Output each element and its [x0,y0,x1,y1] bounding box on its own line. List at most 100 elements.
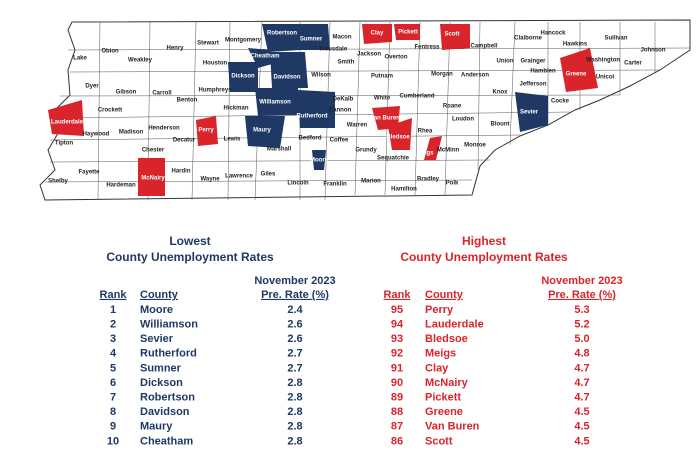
county-shape [300,24,330,50]
table-cell: 7 [110,392,116,404]
table-cell: 4.7 [574,392,589,404]
county-label: Loudon [452,117,474,123]
county-label: Coffee [330,138,349,144]
table-cell: Cheatham [140,435,193,447]
table-cell: 2.8 [287,406,302,418]
county-shape [362,24,392,44]
county-label: Blount [491,122,510,128]
county-label: Sumner [300,37,323,43]
county-label: McMinn [437,148,460,154]
county-label: Dyer [85,84,99,90]
county-label: Pickett [398,30,418,36]
tennessee-map: Lake Obion Weakley Henry Stewart Montgomery Ro… [39,19,691,201]
county-label: Fayette [78,170,100,176]
county-shape [255,88,300,116]
county-shape [248,48,272,68]
table-cell: Williamson [140,319,198,331]
county-label: Cumberland [399,94,434,100]
county-shape [388,118,412,150]
county-label: Cheatham [250,54,279,60]
highlighted-counties [48,24,598,196]
county-label: Lake [73,56,87,62]
county-label: Fentress [414,45,440,51]
county-shape [515,92,548,132]
table-cell: 4.7 [574,377,589,389]
table-cell: 6 [110,377,116,389]
table-cell: 2.8 [287,377,302,389]
county-label: Montgomery [225,38,262,44]
table-subheading: County Unemployment Rates [106,250,274,264]
county-label: Cannon [329,108,352,114]
county-label: Hamblen [530,69,556,75]
county-label: DeKalb [333,97,354,103]
column-header: Rank [100,289,128,301]
table-cell: Robertson [140,392,195,404]
table-cell: Scott [425,435,453,447]
table-cell: Van Buren [425,421,480,433]
table-cell: 10 [107,435,119,447]
county-label: Obion [101,49,119,55]
table-cell: 5.0 [574,333,589,345]
county-label: Maury [253,128,271,134]
county-label: Wilson [311,73,331,79]
county-label: Bledsoe [386,135,410,141]
county-label: Shelby [48,179,68,185]
county-label: Perry [198,128,214,134]
county-shape [270,52,308,88]
county-label: Morgan [431,72,453,78]
county-label: Giles [261,172,276,178]
table-cell: 5.3 [574,304,589,316]
table-cell: Lauderdale [425,319,484,331]
county-label: Franklin [323,182,347,188]
county-label: Macon [332,35,351,41]
column-header: Pre. Rate (%) [548,289,616,301]
county-label: Johnson [641,48,666,54]
table-cell: 4.5 [574,406,589,418]
table-cell: 89 [391,392,403,404]
county-label: Marshall [267,147,292,153]
county-label: Monroe [464,143,486,149]
county-label: Greene [566,72,587,78]
county-label: Haywood [83,132,110,138]
county-label: Houston [203,61,228,67]
table-cell: Sevier [140,333,174,345]
table-cell: 91 [391,362,403,374]
county-label: Hickman [223,106,248,112]
table-cell: 92 [391,348,403,360]
period: November 2023 [541,275,622,287]
county-label: Smith [338,60,355,66]
table-cell: 3 [110,333,116,345]
table-cell: 2.8 [287,435,302,447]
county-label: Washington [586,58,620,64]
table-cell: 8 [110,406,116,418]
table-cell: Davidson [140,406,190,418]
lowest-table: Lowest County Unemployment Rates November … [100,234,336,447]
county-label: Carroll [152,91,172,97]
county-labels: Lake Obion Weakley Henry Stewart Montgomery Ro… [48,30,666,193]
county-shape [138,158,165,196]
county-label: Chester [142,148,165,154]
county-label: Overton [384,55,407,61]
county-label: Polk [446,181,459,187]
county-label: Claiborne [514,36,542,42]
tables: Lowest County Unemployment Rates November … [100,234,623,447]
table-cell: Dickson [140,377,183,389]
table-cell: 93 [391,333,403,345]
county-shape [560,48,598,92]
table-cell: 2.4 [287,304,303,316]
table-cell: McNairy [425,377,469,389]
table-cell: Perry [425,304,454,316]
county-label: Lauderdale [51,120,84,126]
county-label: Grainger [520,59,546,65]
table-cell: 5 [110,362,116,374]
county-shape [228,62,258,92]
table-heading: Lowest [169,234,210,248]
table-cell: 5.2 [574,319,589,331]
table-cell: 95 [391,304,403,316]
county-label: Madison [119,130,144,136]
table-cell: 9 [110,421,116,433]
county-label: Campbell [470,44,497,50]
table-cell: Pickett [425,392,461,404]
county-label: Grundy [355,148,377,154]
